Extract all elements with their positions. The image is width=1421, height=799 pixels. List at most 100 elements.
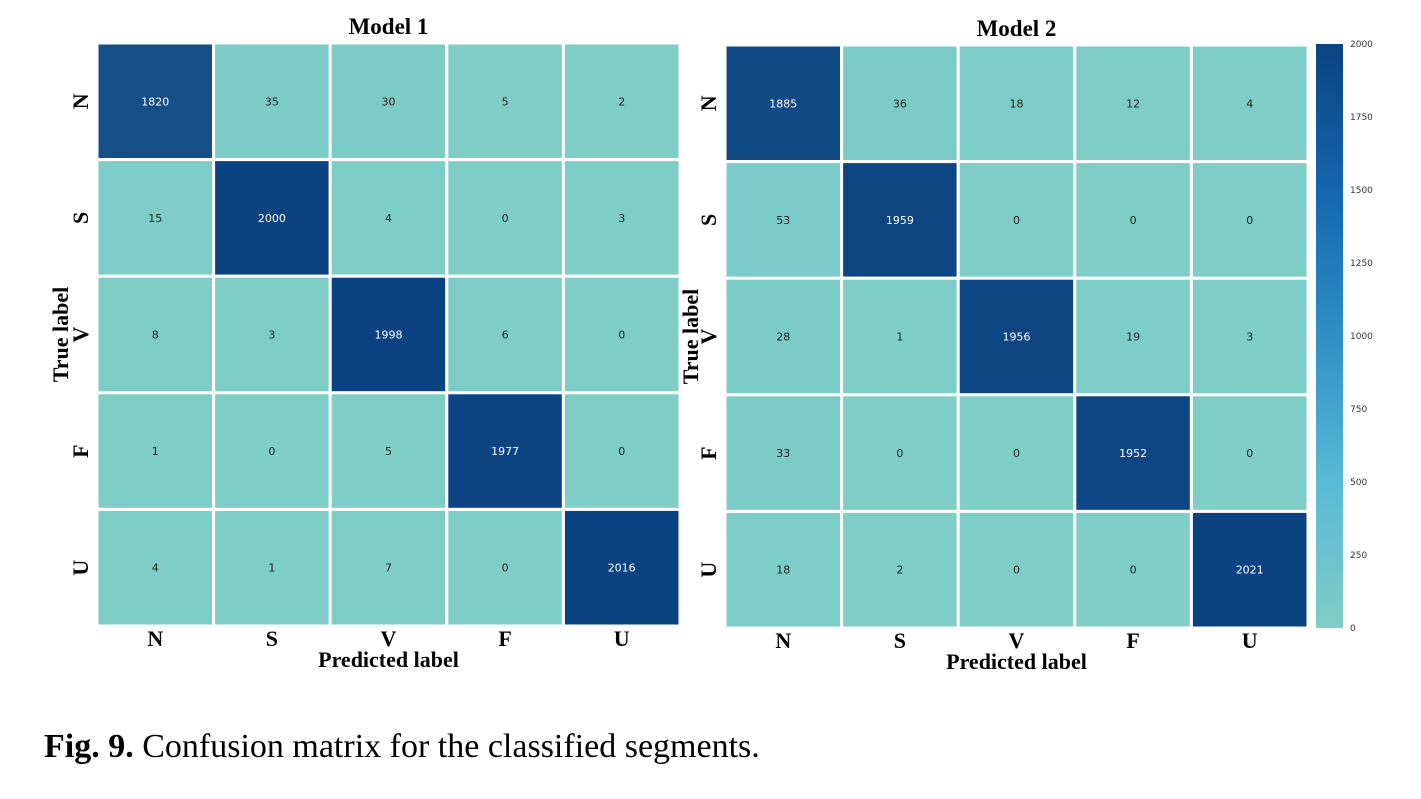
model-2-cell-label: 18 xyxy=(1010,97,1024,110)
model-2-cell-label: 12 xyxy=(1126,97,1140,110)
model-1-cell xyxy=(95,41,216,162)
model-2-y-tick-label: F xyxy=(696,446,721,459)
model-1-cell-label: 2000 xyxy=(258,212,286,225)
model-1-x-tick-label: N xyxy=(147,626,163,651)
model-2-y-tick-label: V xyxy=(696,328,721,344)
model-2-cell-label: 4 xyxy=(1246,97,1253,110)
model-2-cell-label: 1956 xyxy=(1003,331,1031,344)
model-1-x-tick-label: U xyxy=(614,626,630,651)
model-2-cell-label: 0 xyxy=(1013,447,1020,460)
model-1-cell xyxy=(212,41,332,162)
model-2-cell xyxy=(723,509,844,630)
model-1-cell-label: 5 xyxy=(502,95,509,108)
model-1-cell-label: 7 xyxy=(385,562,392,575)
model-1-cell-label: 1977 xyxy=(491,445,519,458)
model-2-cell-label: 1885 xyxy=(769,97,797,110)
model-1-cell xyxy=(212,507,332,628)
colorbar-tick-label: 750 xyxy=(1350,405,1367,415)
model-2-cell-label: 1952 xyxy=(1119,447,1147,460)
model-1-x-tick-label: V xyxy=(381,626,397,651)
model-2-x-axis-label: Predicted label xyxy=(946,649,1087,674)
model-2-cell-label: 18 xyxy=(776,564,790,577)
model-2-cell-label: 33 xyxy=(776,447,790,460)
model-2-cell xyxy=(1073,276,1193,397)
model-1-y-axis-label: True label xyxy=(48,287,73,383)
model-1-cell-label: 0 xyxy=(618,445,625,458)
model-2-cell xyxy=(840,393,960,513)
model-2-y-axis-label: True label xyxy=(678,289,703,385)
model-1-cell xyxy=(95,391,216,511)
model-2-cell-label: 36 xyxy=(893,97,907,110)
colorbar-tick-label: 500 xyxy=(1350,478,1367,488)
model-2-cell-label: 28 xyxy=(776,331,790,344)
model-2-cell-label: 0 xyxy=(1013,214,1020,227)
model-1-cell xyxy=(95,507,216,628)
colorbar-tick-label: 1500 xyxy=(1350,186,1373,196)
model-2-cell-label: 19 xyxy=(1126,331,1140,344)
model-1-cell-label: 3 xyxy=(618,212,625,225)
model-2-y-tick-label: N xyxy=(696,95,721,111)
model-2-y-tick-label: U xyxy=(696,562,721,578)
model-2-cell-label: 0 xyxy=(1130,564,1137,577)
model-2-x-tick-label: V xyxy=(1009,628,1025,653)
model-2-cell-label: 1959 xyxy=(886,214,914,227)
model-2-cell xyxy=(840,509,960,630)
colorbar-tick-label: 2000 xyxy=(1350,40,1373,50)
model-1-cell-label: 6 xyxy=(502,329,509,342)
model-1-cell-label: 0 xyxy=(618,329,625,342)
model-1-cell-label: 0 xyxy=(268,445,275,458)
colorbar-gradient xyxy=(1316,44,1343,628)
model-1-x-tick-label: F xyxy=(498,626,511,651)
model-1-cell xyxy=(95,158,216,278)
model-1-y-tick-label: U xyxy=(68,560,93,576)
model-2-title: Model 2 xyxy=(977,16,1057,41)
model-1-x-tick-label: S xyxy=(266,626,278,651)
model-2-cell xyxy=(956,509,1077,630)
model-1-y-tick-label: N xyxy=(68,93,93,109)
model-1-cell-label: 4 xyxy=(385,212,392,225)
colorbar-tick-label: 0 xyxy=(1350,624,1356,634)
model-2-x-tick-label: F xyxy=(1126,628,1139,653)
model-2-cell xyxy=(1073,393,1193,513)
model-2-cell xyxy=(956,393,1077,513)
colorbar-tick-label: 250 xyxy=(1350,551,1367,561)
colorbar-tick-label: 1250 xyxy=(1350,259,1373,269)
model-2-cell xyxy=(956,276,1077,397)
model-1-cell-label: 3 xyxy=(268,329,275,342)
model-2-cell-label: 0 xyxy=(896,447,903,460)
model-2-cell-label: 0 xyxy=(1246,214,1253,227)
model-2-x-tick-label: N xyxy=(775,628,791,653)
model-1-cell-label: 5 xyxy=(385,445,392,458)
model-2-cell xyxy=(1189,160,1310,280)
caption-label: Fig. 9. xyxy=(44,728,134,765)
model-1-cell xyxy=(212,391,332,511)
model-1-cell xyxy=(328,391,449,511)
model-1-cell-label: 8 xyxy=(152,329,159,342)
model-2-y-tick-label: S xyxy=(696,214,721,226)
model-2-cell-label: 0 xyxy=(1013,564,1020,577)
model-2-cell-label: 3 xyxy=(1246,331,1253,344)
model-1-cell xyxy=(445,274,565,395)
model-1-cell xyxy=(561,158,682,278)
model-1-y-tick-label: S xyxy=(68,212,93,224)
model-2-x-tick-label: S xyxy=(894,628,906,653)
model-2-cell-label: 1 xyxy=(896,331,903,344)
model-1-heatmap: Model 1 1820 35 30 5 2 15 2000 4 0 3 8 3 1998 6 0 1 0 5 197… xyxy=(48,14,682,672)
model-1-cell xyxy=(561,507,682,628)
colorbar-tick-label: 1750 xyxy=(1350,113,1373,123)
model-1-cell-label: 1998 xyxy=(375,329,403,342)
model-1-cell-label: 0 xyxy=(502,562,509,575)
model-2-cell xyxy=(1189,276,1310,397)
model-1-cell xyxy=(328,507,449,628)
model-2-cell-label: 2 xyxy=(896,564,903,577)
model-1-cell-label: 30 xyxy=(382,95,396,108)
model-1-cell-label: 0 xyxy=(502,212,509,225)
model-1-cell-label: 15 xyxy=(148,212,162,225)
model-2-cell xyxy=(1189,43,1310,164)
model-2-cell xyxy=(1189,509,1310,630)
model-1-x-axis-label: Predicted label xyxy=(318,647,459,672)
model-1-cell-label: 2 xyxy=(618,95,625,108)
model-1-cell xyxy=(561,391,682,511)
